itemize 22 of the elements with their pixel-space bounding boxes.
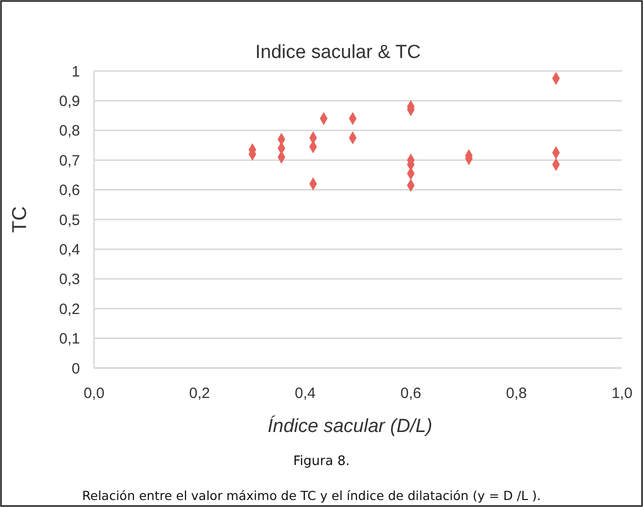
x-tick-label: 0,4 bbox=[294, 385, 316, 402]
y-tick-label: 0,6 bbox=[59, 182, 80, 200]
x-axis-title: Índice sacular (D/L) bbox=[268, 415, 432, 437]
y-tick-label: 0,4 bbox=[59, 241, 80, 258]
y-tick-label: 0,2 bbox=[59, 300, 80, 318]
y-tick-label: 1 bbox=[72, 63, 80, 80]
y-tick-label: 0 bbox=[72, 360, 80, 378]
y-tick-label: 0,3 bbox=[59, 271, 80, 288]
y-tick-label: 0,9 bbox=[59, 92, 80, 110]
x-tick-label: 1,0 bbox=[612, 385, 632, 402]
chart-title: Indice sacular & TC bbox=[255, 42, 421, 63]
x-tick-label: 0,0 bbox=[84, 385, 104, 402]
y-tick-label: 0,8 bbox=[59, 122, 80, 140]
y-axis-title: TC bbox=[9, 206, 31, 233]
x-tick-label: 0,8 bbox=[506, 385, 527, 402]
text: Relación entre el valor máximo de TC y el índice de dilatación (y = D /L ). bbox=[82, 488, 541, 503]
x-tick-label: 0,6 bbox=[400, 385, 422, 402]
text: Figura 8. bbox=[293, 454, 350, 469]
y-tick-label: 0,5 bbox=[59, 212, 80, 229]
y-tick-label: 0,1 bbox=[59, 330, 80, 348]
x-tick-label: 0,2 bbox=[189, 385, 210, 402]
y-tick-label: 0,7 bbox=[59, 152, 80, 170]
